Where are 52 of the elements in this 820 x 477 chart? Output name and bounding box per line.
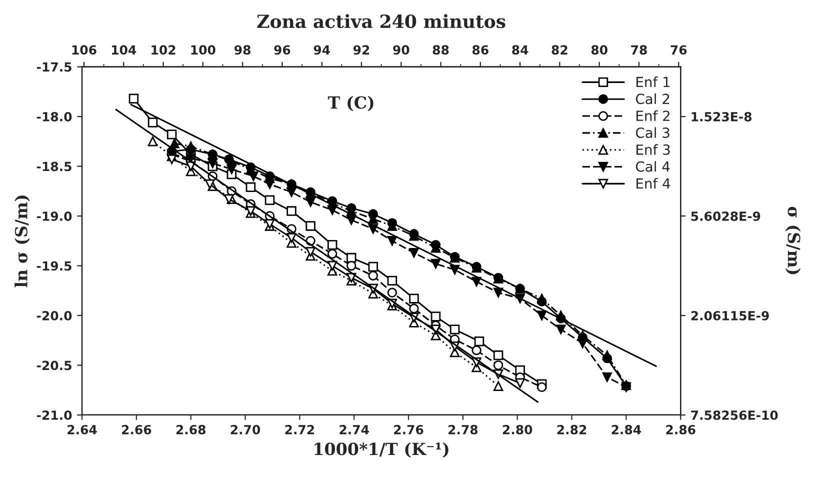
legend-label: Cal 2 <box>636 93 670 104</box>
y-axis-title: ln σ (S/m) <box>14 196 30 288</box>
legend-label: Enf 1 <box>636 76 670 88</box>
y2-tick-label: 1.523E-8 <box>692 112 752 122</box>
x2-tick-label: 78 <box>631 45 647 55</box>
legend-label: Enf 2 <box>636 110 670 121</box>
x-tick-label: 2.66 <box>122 424 152 434</box>
x-tick-label: 2.70 <box>230 424 260 434</box>
x2-tick-label: 92 <box>353 45 370 55</box>
x2-tick-label: 76 <box>670 45 687 55</box>
y-tick-label: -18.0 <box>36 112 72 122</box>
y-tick-label: -21.0 <box>36 410 72 420</box>
y2-tick-label: 2.06115E-9 <box>691 310 769 320</box>
x2-tick-label: 84 <box>512 45 528 55</box>
y-tick-label: -20.5 <box>36 360 72 370</box>
x2-tick-label: 102 <box>152 45 176 55</box>
legend-label: Cal 3 <box>636 127 670 138</box>
x2-tick-label: 96 <box>274 45 290 55</box>
x-tick-label: 2.72 <box>285 424 314 434</box>
x2-tick-label: 86 <box>472 45 488 55</box>
x-axis-title: 1000*1/T (K⁻¹) <box>314 442 448 458</box>
x2-axis-title: T (C) <box>328 96 374 112</box>
x-tick-label: 2.86 <box>666 424 696 434</box>
legend-label: Enf 4 <box>636 178 670 189</box>
y2-axis-title: σ (S/m) <box>785 206 801 274</box>
x-tick-label: 2.84 <box>612 424 642 434</box>
y-tick-label: -19.0 <box>36 211 72 221</box>
x2-tick-label: 80 <box>591 45 608 55</box>
x2-tick-label: 82 <box>552 45 568 55</box>
x2-tick-label: 88 <box>432 45 449 55</box>
y2-tick-label: 5.6028E-9 <box>691 211 760 221</box>
x-tick-label: 2.76 <box>394 424 424 434</box>
x-tick-label: 2.80 <box>502 424 532 434</box>
legend-label: Cal 4 <box>636 161 670 172</box>
x2-tick-label: 90 <box>393 45 410 55</box>
x2-tick-label: 106 <box>72 45 96 55</box>
x-tick-label: 2.82 <box>557 424 586 434</box>
chart-title: Zona activa 240 minutos <box>257 14 506 28</box>
y-tick-label: -18.5 <box>36 162 72 172</box>
x2-tick-label: 98 <box>234 45 250 55</box>
x-tick-label: 2.68 <box>176 424 206 434</box>
x-tick-label: 2.64 <box>68 424 97 434</box>
y-tick-label: -17.5 <box>36 62 72 72</box>
y-tick-label: -19.5 <box>36 261 72 271</box>
x-tick-label: 2.78 <box>448 424 478 434</box>
x2-tick-label: 104 <box>112 45 136 55</box>
y-tick-label: -20.0 <box>36 310 72 320</box>
x2-tick-label: 94 <box>314 45 330 55</box>
y2-tick-label: 7.58256E-10 <box>691 410 778 420</box>
x-tick-label: 2.74 <box>340 424 369 434</box>
x2-tick-label: 100 <box>191 45 216 55</box>
legend-label: Enf 3 <box>636 144 670 155</box>
